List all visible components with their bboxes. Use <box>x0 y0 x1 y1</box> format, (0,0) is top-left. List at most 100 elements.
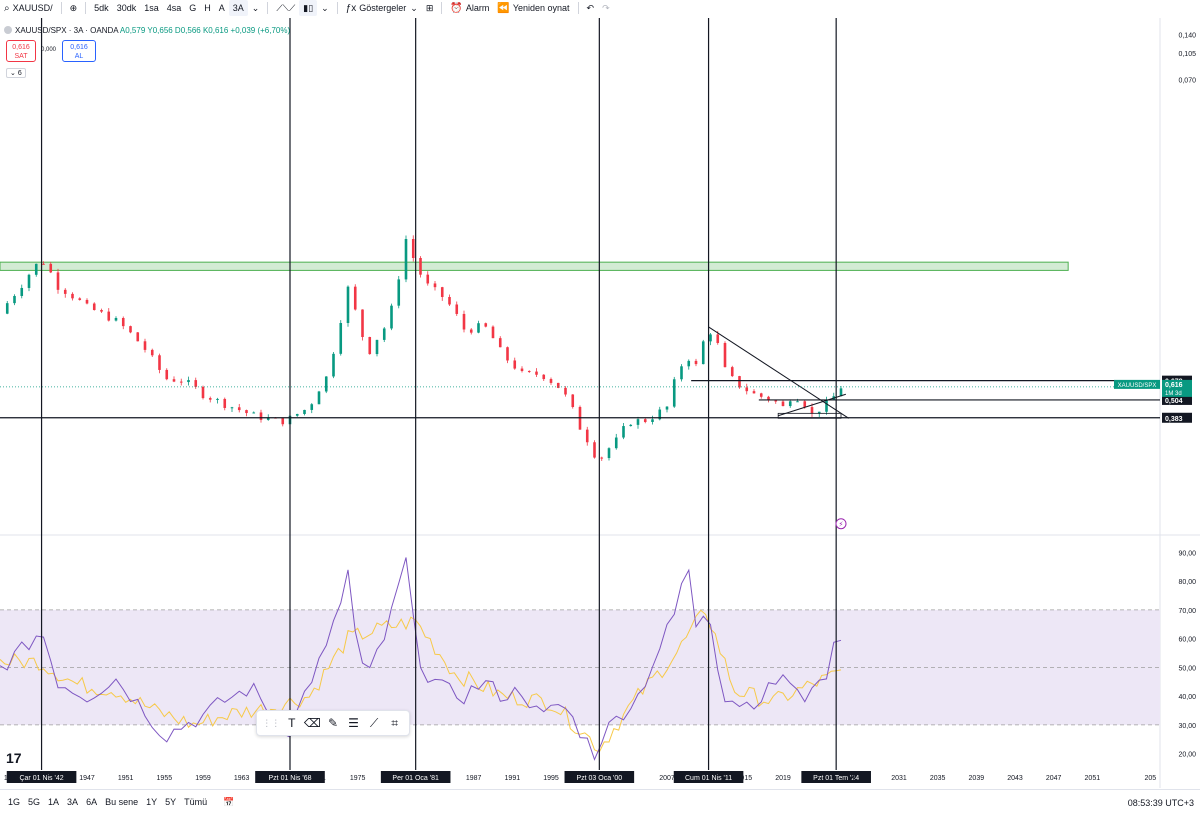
indicators-button[interactable]: ƒx Göstergeler ⌄ <box>342 0 422 16</box>
time-axis-label: 03 <box>624 775 632 782</box>
candle <box>607 447 611 461</box>
range-1a[interactable]: 1A <box>48 797 60 807</box>
range-5y[interactable]: 5Y <box>165 797 177 807</box>
redo-button[interactable]: ↷ <box>598 0 614 16</box>
candle <box>687 359 691 370</box>
candle-body <box>78 298 82 300</box>
time-axis[interactable]: 193 1947 1951 1955 1959 1963 71 1975 1987 1991 199… <box>4 775 1156 782</box>
range-ytd[interactable]: Bu sene <box>105 797 139 807</box>
interval-4sa[interactable]: 4sa <box>166 3 182 13</box>
candle <box>201 385 205 400</box>
candle-body <box>593 442 596 458</box>
interval-30dk[interactable]: 30dk <box>116 3 137 13</box>
time-axis-label: 1987 <box>466 775 482 782</box>
rsi-axis-label: 80,00 <box>1178 579 1196 586</box>
date-range-button[interactable]: 📅 <box>219 797 238 808</box>
interval-g[interactable]: G <box>189 3 197 13</box>
candle <box>810 403 814 418</box>
bottom-bar: 1G 5G 1A 3A 6A Bu sene 1Y 5Y Tümü 📅 08:5… <box>0 789 1200 814</box>
interval-h[interactable]: H <box>204 3 211 13</box>
price-tag-symbol-bg <box>1114 379 1160 389</box>
candle-body <box>390 305 393 329</box>
interval-1sa[interactable]: 1sa <box>144 3 159 13</box>
interval-a[interactable]: A <box>218 3 225 13</box>
interval-5dk[interactable]: 5dk <box>94 3 109 13</box>
candle-body <box>462 313 466 330</box>
pattern-tool-icon[interactable]: ⌗ <box>391 715 399 730</box>
symbol-search[interactable]: ⌕ XAUUSD/ <box>0 0 57 16</box>
candle <box>252 411 256 414</box>
buy-button[interactable]: 0,616 AL <box>62 40 96 62</box>
rsi-axis-label: 50,00 <box>1178 665 1196 672</box>
candle-body <box>208 398 212 400</box>
indicator-collapse-toggle[interactable]: ⌄ 6 <box>6 68 26 78</box>
candle-body <box>527 370 531 372</box>
add-symbol-button[interactable]: ⊕ <box>66 0 82 16</box>
toolbar-divider <box>441 2 443 14</box>
candle <box>477 320 480 334</box>
candle-body <box>281 418 285 425</box>
candle <box>614 433 618 450</box>
candle-body <box>709 334 712 342</box>
range-5g[interactable]: 5G <box>28 797 41 807</box>
rsi-axis[interactable]: 90,00 80,00 70,00 60,00 50,00 40,00 30,00 20,00 <box>1178 550 1196 758</box>
time-axis-label: 2051 <box>1085 775 1101 782</box>
trend-line-icon[interactable]: ⟋ <box>369 715 379 730</box>
range-3a[interactable]: 3A <box>67 797 79 807</box>
replay-button[interactable]: ⏪ Yeniden oynat <box>493 0 573 16</box>
candle <box>585 426 589 446</box>
candle <box>303 409 306 416</box>
interval-3a[interactable]: 3A <box>228 0 248 16</box>
candle-body <box>716 334 720 343</box>
marker-label: Pzt 01 Nis '68 <box>269 775 312 782</box>
candle <box>593 440 596 459</box>
candle-body <box>607 448 611 459</box>
drag-handle-icon[interactable]: ⋮⋮ <box>262 717 281 728</box>
chart-type-candles[interactable]: ▮▯ <box>299 0 318 16</box>
chart-type-line[interactable]: ⟋⟍⟋ <box>272 0 299 16</box>
candle <box>136 332 140 342</box>
redo-icon: ↷ <box>602 2 610 13</box>
interval-dropdown[interactable]: ⌄ <box>248 0 264 16</box>
eraser-icon[interactable]: ⌫ <box>303 716 321 730</box>
chart-type-dropdown[interactable]: ⌄ <box>317 0 333 16</box>
candle <box>78 297 82 301</box>
toolbar-divider <box>267 2 269 14</box>
range-1y[interactable]: 1Y <box>146 797 158 807</box>
range-all[interactable]: Tümü <box>184 797 208 807</box>
price-axis[interactable]: 0,140 0,105 0,070 <box>1178 32 1196 84</box>
chevron-down-icon: ⌄ <box>251 2 260 13</box>
candle <box>440 286 444 301</box>
alarm-button[interactable]: ⏰ Alarm <box>446 0 493 16</box>
candle-body <box>13 295 16 304</box>
rsi-axis-label: 60,00 <box>1178 637 1196 644</box>
candle <box>34 263 38 277</box>
candle-body <box>839 388 843 397</box>
undo-icon: ↶ <box>586 2 595 13</box>
range-6a[interactable]: 6A <box>86 797 98 807</box>
candle-body <box>259 412 263 420</box>
candle-body <box>85 299 89 304</box>
candles-icon: ▮▯ <box>303 2 314 13</box>
time-axis-label: 71 <box>318 775 326 782</box>
undo-button[interactable]: ↶ <box>583 0 599 16</box>
time-axis-label: 1959 <box>195 775 211 782</box>
range-1g[interactable]: 1G <box>8 797 21 807</box>
lines-style-icon[interactable]: ☰ <box>348 716 359 730</box>
text-tool-icon[interactable]: T <box>288 716 296 730</box>
brush-icon[interactable]: ✎ <box>327 716 338 730</box>
candle-body <box>382 328 386 340</box>
toolbar-divider <box>577 2 579 14</box>
candle <box>651 415 654 425</box>
marker-label-bg <box>673 771 744 783</box>
clock[interactable]: 08:53:39 UTC+3 <box>1127 798 1194 808</box>
sell-button[interactable]: 0,616 SAT <box>6 40 36 62</box>
candle-body <box>680 366 683 380</box>
layouts-button[interactable]: ⊞ <box>422 0 438 16</box>
candle-body <box>216 398 219 400</box>
candle <box>63 288 67 298</box>
candle-body <box>245 410 248 414</box>
rsi-axis-label: 30,00 <box>1178 723 1196 730</box>
candle-body <box>803 401 807 408</box>
